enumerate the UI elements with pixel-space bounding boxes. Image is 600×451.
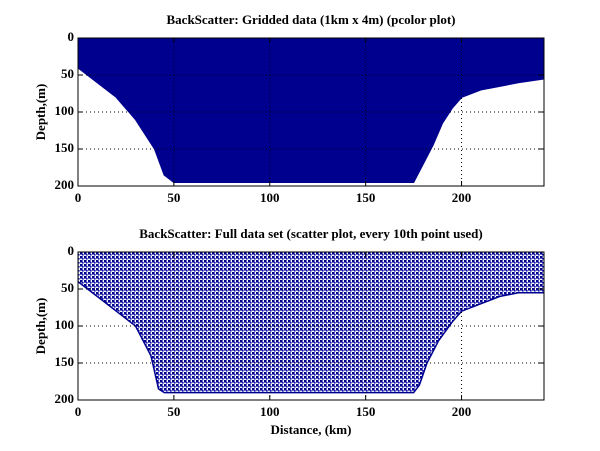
chart-title: BackScatter: Full data set (scatter plot… xyxy=(139,226,483,241)
x-tick-label: 0 xyxy=(75,190,82,205)
x-tick-label: 150 xyxy=(356,404,376,419)
y-tick-label: 0 xyxy=(68,29,75,44)
x-tick-label: 100 xyxy=(260,190,280,205)
x-tick-label: 150 xyxy=(356,190,376,205)
area-fill xyxy=(78,38,544,183)
axes-frame xyxy=(77,251,545,401)
y-tick-label: 50 xyxy=(61,66,74,81)
y-axis-label: Depth,(m) xyxy=(33,298,48,355)
chart-title: BackScatter: Gridded data (1km x 4m) (pc… xyxy=(167,12,456,27)
y-tick-label: 100 xyxy=(55,317,75,332)
y-tick-label: 150 xyxy=(55,140,75,155)
y-tick-label: 0 xyxy=(68,243,75,258)
x-tick-label: 200 xyxy=(452,404,472,419)
x-tick-label: 0 xyxy=(75,404,82,419)
x-tick-label: 50 xyxy=(167,190,180,205)
y-tick-label: 200 xyxy=(55,391,75,406)
area-fill xyxy=(78,252,544,393)
x-axis-label: Distance, (km) xyxy=(271,422,352,437)
x-tick-label: 200 xyxy=(452,190,472,205)
x-tick-label: 100 xyxy=(260,404,280,419)
y-tick-label: 50 xyxy=(61,280,74,295)
axes-frame xyxy=(77,37,545,187)
y-tick-label: 200 xyxy=(55,177,75,192)
depth-profile xyxy=(77,281,544,394)
depth-profile xyxy=(77,67,545,184)
y-axis-label: Depth,(m) xyxy=(33,84,48,141)
y-tick-label: 100 xyxy=(55,103,75,118)
y-tick-label: 150 xyxy=(55,354,75,369)
x-tick-label: 50 xyxy=(167,404,180,419)
